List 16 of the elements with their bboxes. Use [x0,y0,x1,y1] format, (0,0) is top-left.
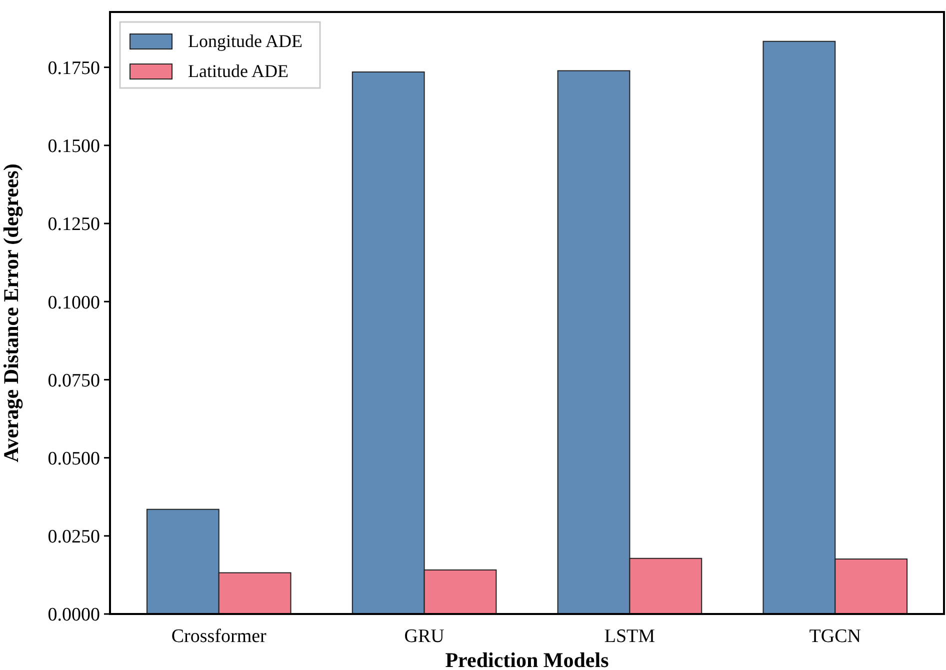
x-tick-label: Crossformer [171,626,268,647]
y-tick-label: 0.1500 [48,136,100,158]
x-tick-label: TGCN [809,626,862,647]
y-tick-label: 0.0500 [48,448,100,470]
y-axis-title: Average Distance Error (degrees) [0,164,23,462]
legend-label: Longitude ADE [188,31,302,51]
y-tick-label: 0.1750 [48,58,100,79]
y-tick-label: 0.0750 [48,370,100,392]
x-tick-label: LSTM [604,626,656,647]
y-tick-label: 0.0000 [48,604,100,626]
y-tick-label: 0.1250 [48,214,100,236]
x-axis-title: Prediction Models [445,648,609,670]
legend-label: Latitude ADE [188,61,288,81]
x-tick-label: GRU [404,626,445,647]
y-tick-label: 0.1000 [48,292,100,314]
y-tick-label: 0.0250 [48,526,100,548]
